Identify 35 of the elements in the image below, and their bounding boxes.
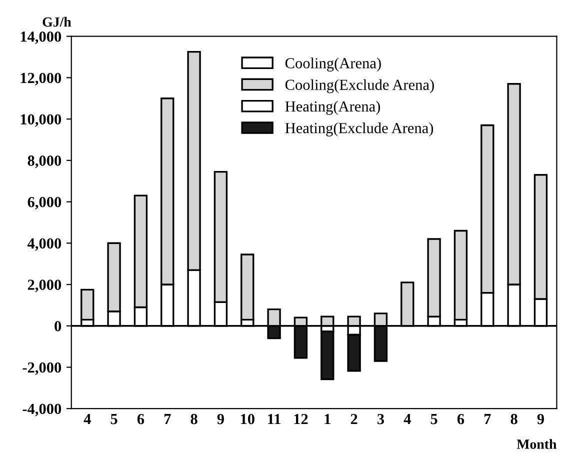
x-tick-label: 10 <box>240 414 254 424</box>
x-axis-title: Month <box>516 439 557 449</box>
y-tick-label: 0 <box>54 321 62 332</box>
legend-label: Heating(Exclude Arena) <box>285 122 434 136</box>
x-tick-label: 5 <box>430 414 438 424</box>
x-tick-label: 11 <box>268 414 280 424</box>
x-tick-label: 4 <box>404 414 411 424</box>
x-tick-label: 7 <box>484 414 491 424</box>
y-tick-label: 8,000 <box>28 156 62 168</box>
bar <box>320 330 334 380</box>
y-tick-label: 12,000 <box>20 72 62 86</box>
x-tick-label: 2 <box>350 414 358 424</box>
x-tick-label: 8 <box>190 414 198 424</box>
y-axis-title: GJ/h <box>42 16 72 27</box>
y-tick-label: -4,000 <box>22 404 62 416</box>
x-tick-label: 12 <box>294 414 308 424</box>
x-tick-label: 7 <box>164 414 171 424</box>
x-tick-label: 5 <box>110 414 118 424</box>
legend-label: Cooling(Exclude Arena) <box>285 79 434 94</box>
y-tick-label: 10,000 <box>20 114 62 127</box>
x-tick-label: 4 <box>84 414 91 424</box>
y-tick-label: 4,000 <box>27 238 62 251</box>
x-tick-label: 8 <box>510 414 518 424</box>
x-tick-label: 1 <box>324 414 330 424</box>
y-tick-label: 2,000 <box>28 280 62 292</box>
legend-label: Cooling(Arena) <box>285 58 381 72</box>
y-tick-label: -2,000 <box>22 362 62 375</box>
y-tick-label: 14,000 <box>20 31 62 44</box>
y-tick-label: 6,000 <box>28 196 62 210</box>
x-tick-label: 9 <box>537 414 544 424</box>
x-tick-label: 6 <box>137 414 144 424</box>
legend-label: Heating(Arena) <box>285 100 380 115</box>
x-tick-label: 3 <box>377 414 384 424</box>
x-tick-label: 9 <box>217 414 224 424</box>
x-tick-label: 6 <box>457 414 464 424</box>
